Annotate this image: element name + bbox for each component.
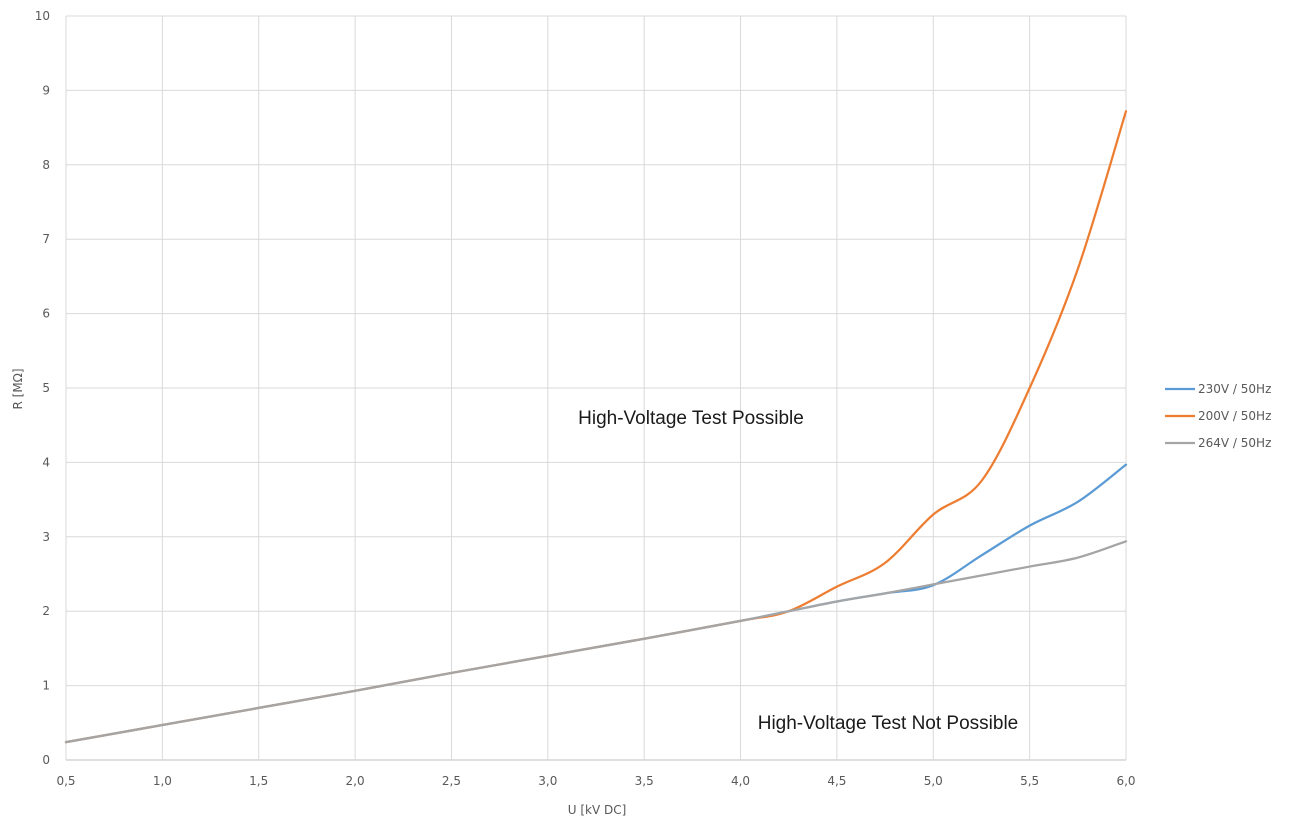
x-axis-title: U [kV DC] [568, 803, 627, 817]
series-lines [64, 110, 1128, 744]
y-tick-label: 0 [42, 753, 50, 767]
x-tick-label: 4,5 [827, 774, 846, 788]
y-tick-label: 4 [42, 455, 50, 469]
y-tick-label: 8 [42, 158, 50, 172]
y-tick-label: 7 [42, 232, 50, 246]
annotation-test-possible: High-Voltage Test Possible [578, 408, 804, 429]
legend: 230V / 50Hz 200V / 50Hz 264V / 50Hz [1165, 382, 1271, 450]
legend-label-264v-50hz: 264V / 50Hz [1198, 436, 1271, 450]
x-tick-label: 3,0 [538, 774, 557, 788]
x-tick-label: 0,5 [56, 774, 75, 788]
x-tick-label: 1,0 [153, 774, 172, 788]
y-tick-label: 10 [35, 9, 50, 23]
x-tick-label: 1,5 [249, 774, 268, 788]
y-tick-label: 1 [42, 679, 50, 693]
legend-label-200v-50hz: 200V / 50Hz [1198, 409, 1271, 423]
y-tick-label: 2 [42, 604, 50, 618]
y-tick-label: 9 [42, 83, 50, 97]
series-line-264v-50hz [64, 540, 1128, 744]
y-tick-label: 6 [42, 307, 50, 321]
y-tick-label: 5 [42, 381, 50, 395]
series-line-230v-50hz [64, 463, 1128, 744]
y-tick-label: 3 [42, 530, 50, 544]
x-tick-label: 6,0 [1116, 774, 1135, 788]
x-tick-label: 5,5 [1020, 774, 1039, 788]
x-tick-label: 5,0 [924, 774, 943, 788]
annotation-test-not-possible: High-Voltage Test Not Possible [758, 713, 1019, 734]
x-tick-label: 2,5 [442, 774, 461, 788]
x-tick-label: 2,0 [346, 774, 365, 788]
x-tick-labels: 0,5 1,0 1,5 2,0 2,5 3,0 3,5 4,0 4,5 5,0 5,5 6,0 [56, 774, 1135, 788]
x-tick-label: 3,5 [635, 774, 654, 788]
legend-label-230v-50hz: 230V / 50Hz [1198, 382, 1271, 396]
y-axis-title: R [MΩ] [11, 368, 25, 409]
grid-lines [65, 15, 1127, 761]
x-tick-label: 4,0 [731, 774, 750, 788]
y-tick-labels: 0 1 2 3 4 5 6 7 8 9 10 [35, 9, 50, 767]
